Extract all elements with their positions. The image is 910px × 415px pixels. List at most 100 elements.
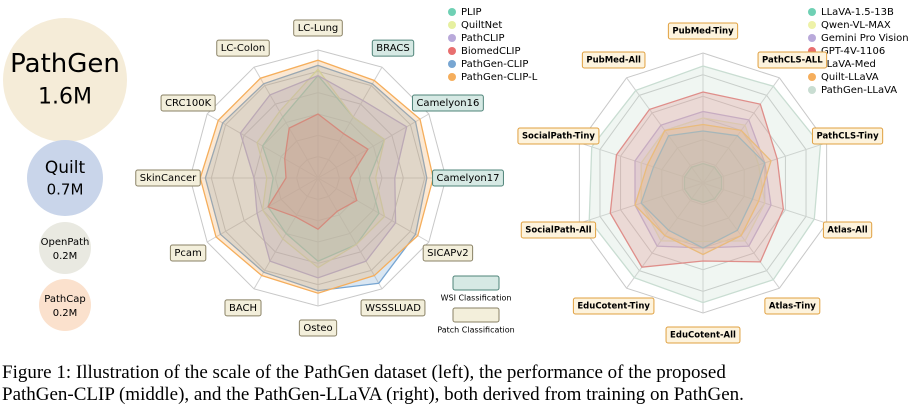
axis-label: LC-Lung bbox=[298, 23, 339, 34]
axis-label: SICAPv2 bbox=[427, 248, 468, 259]
axis-label-box bbox=[298, 319, 338, 337]
axis-label: Camelyon16 bbox=[416, 98, 479, 109]
radar-spoke bbox=[253, 66, 319, 179]
legend-marker bbox=[448, 60, 456, 68]
legend-label: PathCLIP bbox=[461, 33, 505, 44]
axis-label-box bbox=[520, 221, 597, 239]
axis-label-box bbox=[135, 169, 201, 187]
dataset-size: 0.2M bbox=[53, 308, 78, 319]
dataset-bubble bbox=[39, 222, 91, 274]
axis-label: PubMed-Tiny bbox=[672, 27, 734, 37]
axis-label-box bbox=[581, 51, 646, 69]
group-swatch bbox=[452, 275, 500, 291]
axis-label: BRACS bbox=[376, 43, 409, 54]
axis-label-box bbox=[411, 94, 484, 112]
axis-label-box bbox=[517, 127, 600, 145]
radar-area bbox=[588, 65, 822, 304]
legend-marker bbox=[448, 34, 456, 42]
legend-marker bbox=[808, 8, 816, 16]
axis-label-box bbox=[422, 244, 474, 262]
dataset-bubble bbox=[27, 140, 103, 216]
axis-label-box bbox=[432, 169, 504, 187]
radar-area bbox=[256, 68, 386, 269]
figure-graphics: PathGen 1.6M Quilt 0.7M OpenPath 0.2M PathCap 0… bbox=[3, 7, 909, 344]
dataset-name: PathCap bbox=[44, 294, 85, 305]
axis-label: Atlas-All bbox=[827, 225, 867, 235]
dataset-name: PathGen bbox=[10, 49, 120, 79]
axis-label: CRC100K bbox=[165, 98, 212, 109]
legend-label: Quilt-LLaVA bbox=[821, 72, 879, 83]
radar-area bbox=[199, 59, 434, 294]
axis-label: EduCotent-All bbox=[670, 331, 736, 341]
group-swatch bbox=[452, 307, 500, 323]
axis-label-box bbox=[667, 22, 739, 40]
axis-label: WSSSLUAD bbox=[365, 303, 421, 314]
group-label: Patch Classification bbox=[437, 326, 514, 335]
axis-label: PubMed-All bbox=[586, 56, 641, 66]
radar-area bbox=[683, 162, 723, 204]
axis-label-box bbox=[764, 297, 821, 315]
radar-spoke bbox=[317, 66, 383, 179]
axis-label-box bbox=[293, 19, 343, 37]
legend-label: LLaVA-1.5-13B bbox=[821, 7, 894, 18]
axis-label-box bbox=[665, 326, 741, 344]
legend-label: LLaVA-Med bbox=[821, 59, 876, 70]
radar-area bbox=[634, 123, 772, 256]
radar-spoke bbox=[317, 113, 430, 179]
legend-marker bbox=[448, 8, 456, 16]
axis-label: PathCLS-ALL bbox=[762, 56, 823, 66]
caption-line: PathGen-CLIP (middle), and the PathGen-L… bbox=[2, 384, 744, 405]
legend-label: PathGen-LLaVA bbox=[821, 85, 897, 96]
dataset-name: OpenPath bbox=[41, 237, 90, 248]
axis-label-box bbox=[822, 221, 873, 239]
dataset-name: Quilt bbox=[45, 158, 86, 178]
axis-label-box bbox=[371, 39, 415, 57]
axis-label-box bbox=[360, 299, 426, 317]
axis-label-box bbox=[224, 299, 262, 317]
axis-label: Camelyon17 bbox=[437, 173, 500, 184]
legend-label: Gemini Pro Vision bbox=[821, 33, 909, 44]
legend-label: PathGen-CLIP-L bbox=[461, 72, 538, 83]
legend-marker bbox=[448, 73, 456, 81]
axis-label-box bbox=[216, 39, 270, 57]
legend-label: PLIP bbox=[461, 7, 482, 18]
radar-spoke bbox=[317, 177, 383, 290]
axis-label-box bbox=[169, 244, 207, 262]
axis-label: Pcam bbox=[174, 248, 201, 259]
axis-label-box bbox=[811, 127, 884, 145]
dataset-bubble bbox=[39, 279, 91, 331]
axis-label: EduCotent-Tiny bbox=[577, 301, 650, 311]
caption: Figure 1: Illustration of the scale of t… bbox=[2, 362, 908, 406]
axis-label-box bbox=[757, 51, 828, 69]
radar-spoke bbox=[317, 177, 430, 243]
dataset-bubble bbox=[3, 18, 127, 142]
caption-line: Figure 1: Illustration of the scale of t… bbox=[2, 362, 726, 383]
radar-area bbox=[267, 113, 369, 230]
axis-label-box bbox=[572, 297, 655, 315]
axis-label: BACH bbox=[229, 303, 257, 314]
axis-label: SocialPath-Tiny bbox=[522, 132, 595, 142]
legend-label: Qwen-VL-MAX bbox=[821, 20, 891, 31]
radar-area bbox=[640, 130, 766, 249]
legend-marker bbox=[808, 86, 816, 94]
radar-area bbox=[239, 74, 408, 279]
legend-marker bbox=[808, 21, 816, 29]
axis-label-box bbox=[160, 94, 216, 112]
axis-label: SocialPath-All bbox=[525, 225, 591, 235]
legend-marker bbox=[808, 34, 816, 42]
dataset-size: 0.7M bbox=[47, 181, 84, 199]
legend-label: QuiltNet bbox=[461, 20, 502, 31]
legend-marker bbox=[448, 47, 456, 55]
dataset-size: 1.6M bbox=[38, 85, 92, 110]
axis-label: Osteo bbox=[303, 323, 332, 334]
axis-label: LC-Colon bbox=[221, 43, 266, 54]
radar-area bbox=[204, 64, 428, 292]
legend-label: GPT-4V-1106 bbox=[821, 46, 885, 57]
axis-label: PathCLS-Tiny bbox=[816, 132, 879, 142]
legend-label: BiomedCLIP bbox=[461, 46, 521, 57]
axis-label: SkinCancer bbox=[140, 173, 197, 184]
legend-marker bbox=[808, 73, 816, 81]
axis-label: Atlas-Tiny bbox=[769, 301, 816, 311]
legend-label: PathGen-CLIP bbox=[461, 59, 528, 70]
